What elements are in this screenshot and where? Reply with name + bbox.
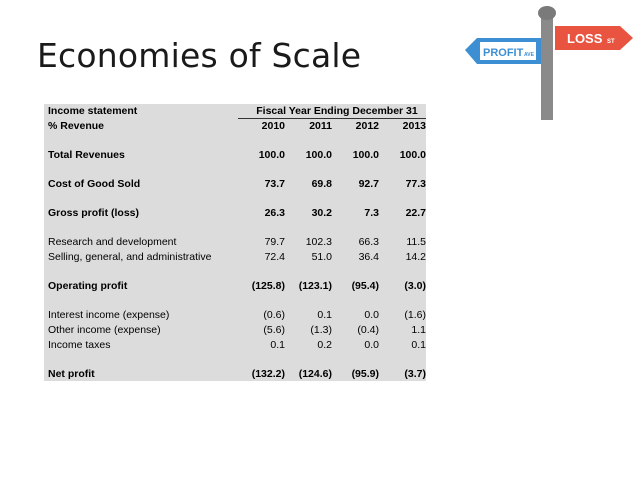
row-value: 0.0	[364, 309, 379, 322]
row-label: Gross profit (loss)	[48, 207, 140, 220]
table-row: Selling, general, and administrative 72.…	[44, 249, 426, 265]
row-value: 14.2	[405, 250, 426, 263]
row-value: 100.0	[399, 148, 426, 161]
row-value: 1.1	[411, 323, 426, 336]
row-label: Research and development	[48, 236, 177, 249]
header-label-income-statement: Income statement	[48, 105, 138, 117]
table-row: Interest income (expense) (0.6) 0.1 0.0 …	[44, 308, 426, 323]
row-value: (1.3)	[310, 323, 332, 336]
signpost-pole	[541, 14, 553, 120]
row-value: 22.7	[405, 207, 426, 220]
table-header-row-2: % Revenue 2010 2011 2012 2013	[44, 118, 426, 134]
spacer-row	[44, 133, 426, 148]
row-label: Total Revenues	[48, 148, 125, 161]
table-row: Net profit (132.2) (124.6) (95.9) (3.7)	[44, 366, 426, 382]
row-value: (0.4)	[357, 323, 379, 336]
row-value: (0.6)	[263, 309, 285, 322]
income-statement-table: Income statement Fiscal Year Ending Dece…	[44, 104, 426, 382]
row-value: 0.1	[317, 309, 332, 322]
spacer-row	[44, 191, 426, 207]
row-value: (5.6)	[263, 323, 285, 336]
table-row: Gross profit (loss) 26.3 30.2 7.3 22.7	[44, 206, 426, 221]
row-value: 100.0	[258, 148, 285, 161]
table-row: Total Revenues 100.0 100.0 100.0 100.0	[44, 147, 426, 163]
row-value: 102.3	[305, 236, 332, 249]
year-header: 2013	[402, 119, 426, 132]
header-fiscal-year: Fiscal Year Ending December 31	[238, 104, 426, 120]
loss-sign	[555, 26, 633, 50]
table-row: Other income (expense) (5.6) (1.3) (0.4)…	[44, 322, 426, 338]
row-value: 73.7	[264, 177, 285, 190]
row-value: (124.6)	[298, 367, 332, 380]
row-value: 36.4	[358, 250, 379, 263]
spacer-row	[44, 162, 426, 177]
year-header: 2011	[309, 119, 332, 132]
profit-sign-label: PROFIT	[483, 47, 524, 59]
row-label: Cost of Good Sold	[48, 177, 141, 190]
table-header-row-1: Income statement Fiscal Year Ending Dece…	[44, 104, 426, 120]
row-value: 72.4	[264, 250, 285, 263]
slide-title: Economies of Scale	[37, 36, 362, 75]
row-value: 66.3	[358, 236, 379, 249]
row-value: 92.7	[358, 177, 379, 190]
row-value: 77.3	[405, 177, 426, 190]
row-label: Selling, general, and administrative	[48, 250, 212, 263]
row-value: (3.0)	[404, 280, 426, 293]
row-value: 0.0	[364, 338, 379, 351]
row-label: Operating profit	[48, 280, 128, 293]
table-row: Cost of Good Sold 73.7 69.8 92.7 77.3	[44, 176, 426, 192]
row-value: 100.0	[305, 148, 332, 161]
profit-sign-plate	[480, 42, 536, 60]
row-value: 0.1	[411, 338, 426, 351]
row-value: (132.2)	[251, 367, 285, 380]
row-value: 26.3	[264, 207, 285, 220]
row-value: 0.2	[317, 338, 332, 351]
row-value: (95.9)	[351, 367, 379, 380]
row-value: (3.7)	[404, 367, 426, 380]
row-value: 79.7	[264, 236, 285, 249]
signpost-illustration: LOSS ST PROFIT AVE	[465, 6, 633, 120]
table-row: Research and development 79.7 102.3 66.3…	[44, 235, 426, 250]
row-value: (125.8)	[251, 280, 285, 293]
row-label: Net profit	[48, 367, 95, 380]
loss-sign-suffix: ST	[607, 39, 615, 45]
year-header: 2010	[261, 119, 285, 132]
row-label: Interest income (expense)	[48, 309, 170, 322]
loss-sign-label: LOSS	[567, 31, 603, 46]
year-header: 2012	[355, 119, 379, 132]
table-row: Operating profit (125.8) (123.1) (95.4) …	[44, 279, 426, 294]
spacer-row	[44, 220, 426, 236]
row-value: (95.4)	[351, 280, 379, 293]
row-value: 69.8	[311, 177, 332, 190]
spacer-row	[44, 264, 426, 280]
spacer-row	[44, 293, 426, 309]
row-value: 30.2	[311, 207, 332, 220]
row-value: 7.3	[364, 207, 379, 220]
signpost-cap	[538, 6, 556, 20]
table-row: Income taxes 0.1 0.2 0.0 0.1	[44, 337, 426, 353]
row-label: Income taxes	[48, 338, 111, 351]
row-value: (123.1)	[298, 280, 332, 293]
header-label-revenue-pct: % Revenue	[48, 119, 105, 132]
row-value: 51.0	[311, 250, 332, 263]
row-value: 100.0	[352, 148, 379, 161]
row-value: 0.1	[270, 338, 285, 351]
row-value: 11.5	[406, 236, 426, 249]
spacer-row	[44, 352, 426, 367]
profit-sign-suffix: AVE	[524, 52, 535, 58]
row-label: Other income (expense)	[48, 323, 161, 336]
row-value: (1.6)	[404, 309, 426, 322]
